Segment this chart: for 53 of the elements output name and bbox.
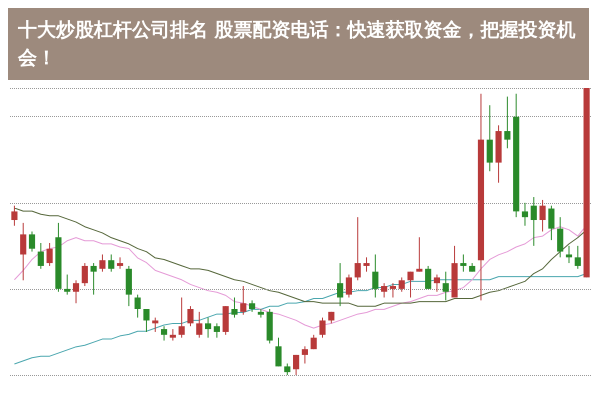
candlestick bbox=[319, 317, 326, 338]
candlestick bbox=[11, 205, 18, 226]
candlestick bbox=[46, 242, 53, 266]
candlestick bbox=[346, 274, 352, 298]
candlestick bbox=[28, 231, 36, 252]
candlestick bbox=[116, 256, 124, 270]
candlestick bbox=[20, 222, 26, 281]
candlestick bbox=[178, 297, 185, 338]
candlestick bbox=[64, 274, 70, 296]
candlestick bbox=[434, 274, 440, 292]
candlestick bbox=[293, 354, 300, 376]
candlestick bbox=[231, 297, 238, 318]
candlestick bbox=[249, 300, 256, 312]
candlestick bbox=[134, 294, 141, 318]
candlestick bbox=[363, 256, 370, 272]
candlestick bbox=[390, 282, 396, 298]
candlestick bbox=[196, 311, 202, 338]
candlestick bbox=[442, 271, 449, 301]
candlestick bbox=[152, 317, 158, 332]
candlestick bbox=[240, 286, 246, 316]
candlestick bbox=[275, 337, 282, 367]
candlestick bbox=[486, 104, 493, 172]
candlestick bbox=[354, 216, 361, 281]
candlestick bbox=[566, 245, 572, 264]
candlestick bbox=[38, 242, 44, 270]
candlestick bbox=[530, 196, 537, 246]
candlestick bbox=[302, 346, 308, 364]
candlestick bbox=[143, 308, 150, 332]
candlestick bbox=[522, 202, 528, 226]
candlestick bbox=[160, 326, 168, 342]
candlestick bbox=[504, 96, 510, 149]
candlestick bbox=[187, 306, 194, 327]
candlestick bbox=[108, 254, 114, 272]
candlestick bbox=[557, 216, 564, 258]
candlestick bbox=[460, 254, 466, 272]
candlestick bbox=[214, 322, 220, 338]
candlestick bbox=[548, 205, 554, 241]
candlestick bbox=[574, 245, 581, 270]
candlestick bbox=[398, 276, 405, 292]
candlestick bbox=[372, 254, 378, 298]
chart-title: 十大炒股杠杆公司排名 股票配资电话：快速获取资金，把握投资机会！ bbox=[17, 19, 576, 69]
candlestick bbox=[72, 280, 80, 304]
candlestick bbox=[381, 282, 388, 298]
candlestick bbox=[407, 271, 414, 298]
candlestick bbox=[540, 199, 546, 232]
candlestick bbox=[425, 265, 432, 290]
candlestick bbox=[284, 363, 290, 376]
candlestick bbox=[204, 317, 212, 338]
candlestick bbox=[90, 262, 97, 296]
candlestick bbox=[82, 262, 88, 287]
candlestick bbox=[310, 334, 317, 350]
candlestick bbox=[99, 254, 106, 272]
candlestick bbox=[337, 262, 344, 307]
